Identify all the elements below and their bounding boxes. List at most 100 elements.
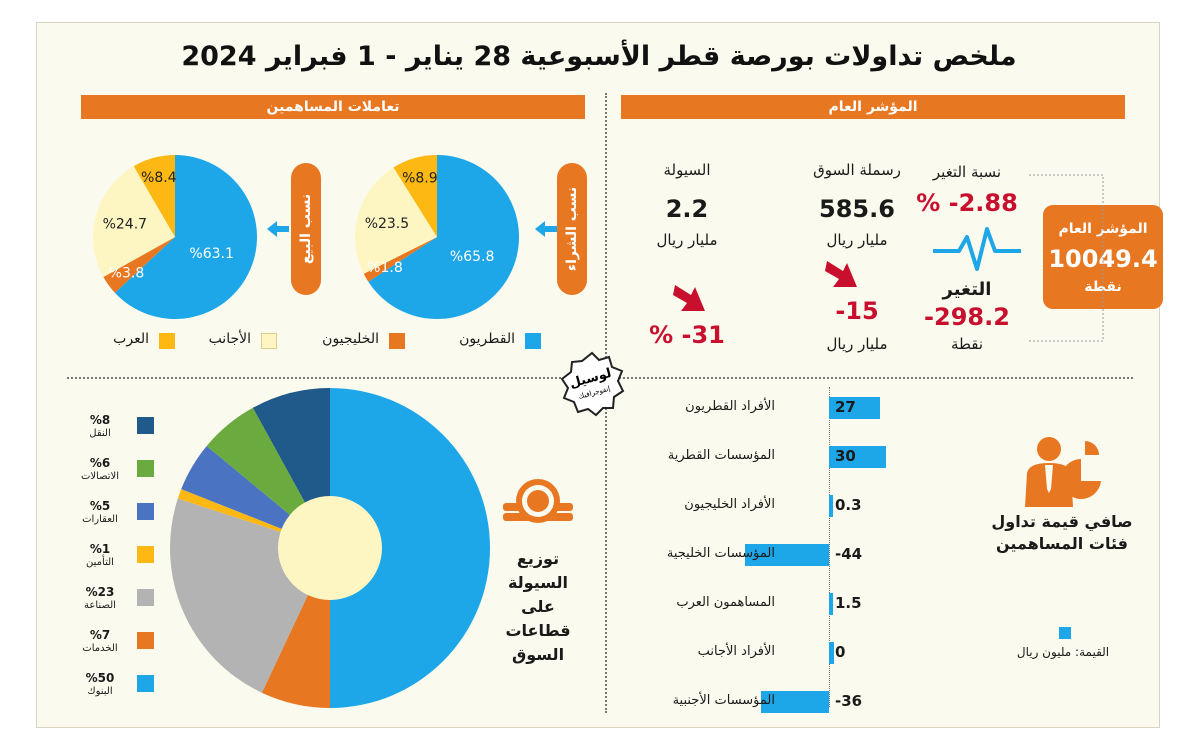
sector-legend-value-2: %23 — [85, 585, 115, 599]
sector-legend-value-6: %8 — [89, 413, 111, 427]
buy-value-label-3: %8.9 — [402, 170, 438, 186]
liquidity-value: 2.2 — [665, 195, 709, 223]
net-category-label-0: الأفراد القطريون — [685, 399, 775, 414]
net-category-label-1: المؤسسات القطرية — [667, 448, 775, 463]
sector-legend-swatch-2 — [137, 589, 154, 606]
net-bar-6 — [760, 691, 829, 713]
sell-value-label-2: %24.7 — [103, 216, 147, 232]
sector-donut-hole — [278, 496, 382, 600]
change-points-label: التغير — [942, 279, 992, 300]
net-value-label-2: 0.3 — [835, 496, 862, 514]
change-points-unit: نقطة — [950, 335, 984, 353]
change-pct-label: نسبة التغير — [932, 163, 1002, 181]
sector-donut-chart — [169, 388, 490, 708]
market-cap-unit: مليار ريال — [826, 231, 888, 249]
index-unit: نقطة — [1084, 279, 1122, 295]
sector-legend-label-2: الصناعة — [84, 600, 116, 611]
sell-slice-0 — [114, 155, 257, 319]
liquidity-unit: مليار ريال — [656, 231, 718, 249]
sell-slice-1 — [103, 237, 175, 293]
infographic-frame: ملخص تداولات بورصة قطر الأسبوعية 28 يناي… — [36, 22, 1163, 728]
legend-label-1: الخليجيون — [322, 331, 379, 347]
buy-arrow-icon — [535, 221, 557, 237]
net-category-label-2: الأفراد الخليجيون — [684, 497, 775, 512]
net-bar-0 — [829, 397, 881, 419]
general-index-header: المؤشر العام — [621, 95, 1125, 119]
net-bar-1 — [829, 446, 886, 468]
buy-slice-0 — [368, 155, 519, 319]
legend-swatch-2 — [261, 333, 277, 349]
buy-slice-2 — [355, 167, 437, 274]
sell-slice-2 — [93, 166, 175, 277]
sector-legend-label-4: العقارات — [82, 514, 118, 525]
legend-label-0: القطريون — [459, 331, 515, 347]
buy-slice-1 — [363, 237, 437, 282]
liquidity-label: السيولة — [663, 161, 711, 179]
net-category-label-5: الأفراد الأجانب — [697, 644, 775, 659]
sell-value-label-0: %63.1 — [189, 246, 233, 262]
sector-legend-value-1: %7 — [89, 628, 111, 642]
sell-value-label-1: %3.8 — [109, 265, 145, 281]
sell-arrow-icon — [267, 221, 289, 237]
net-unit-swatch — [1059, 627, 1071, 639]
page-title: ملخص تداولات بورصة قطر الأسبوعية 28 يناي… — [181, 41, 1017, 72]
sector-legend-swatch-4 — [137, 503, 154, 520]
sector-legend-value-4: %5 — [89, 499, 111, 513]
net-bar-2 — [829, 495, 833, 517]
businessman-chart-icon — [1025, 437, 1101, 507]
net-value-label-1: 30 — [835, 447, 856, 465]
sector-legend-swatch-0 — [137, 675, 154, 692]
market-cap-down-arrow-icon — [825, 261, 857, 287]
liquidity-change-value: 31- % — [649, 321, 725, 349]
change-points-value: 298.2- — [924, 303, 1010, 331]
buy-value-label-1: %1.8 — [367, 260, 403, 276]
pulse-icon — [933, 227, 1021, 271]
market-cap-change-unit: مليار ريال — [826, 335, 888, 353]
net-bar-5 — [829, 642, 834, 664]
sector-slice-0 — [330, 388, 490, 708]
net-value-label-0: 27 — [835, 398, 856, 416]
legend-label-2: الأجانب — [208, 331, 251, 347]
sector-legend-value-5: %6 — [89, 456, 111, 470]
buy-value-label-0: %65.8 — [450, 249, 494, 265]
sell-slice-3 — [133, 155, 175, 237]
index-bracket — [1029, 174, 1104, 342]
market-cap-change-value: 15- — [835, 297, 879, 325]
sell-label: نسب البيع — [298, 193, 314, 265]
sector-legend-label-1: الخدمات — [82, 643, 118, 654]
net-bar-4 — [829, 593, 833, 615]
net-value-label-6: -36 — [835, 692, 863, 710]
net-value-label-3: -44 — [835, 545, 863, 563]
sector-legend-label-6: النقل — [89, 428, 111, 439]
net-category-label-4: المساهمون العرب — [676, 595, 775, 610]
sell-label-pill: نسب البيع — [291, 163, 321, 295]
sector-legend-swatch-3 — [137, 546, 154, 563]
net-category-label-3: المؤسسات الخليجية — [666, 546, 775, 561]
legend-swatch-1 — [389, 333, 405, 349]
coins-icon — [503, 479, 573, 523]
legend-swatch-3 — [159, 333, 175, 349]
buy-value-label-2: %23.5 — [365, 216, 409, 232]
market-cap-value: 585.6 — [819, 195, 895, 223]
sector-legend-swatch-6 — [137, 417, 154, 434]
liquidity-down-arrow-icon — [673, 285, 705, 311]
net-category-label-6: المؤسسات الأجنبية — [672, 693, 775, 708]
lusail-logo: لوسيل إنفوجرافيك — [560, 351, 625, 417]
sell-pie-chart: %63.1 %3.8 %24.7 %8.4 — [93, 155, 257, 319]
market-cap-label: رسملة السوق — [813, 161, 901, 179]
buy-pie-chart: %65.8 %1.8 %23.5 %8.9 — [355, 155, 519, 319]
sector-legend-label-3: التأمين — [86, 557, 114, 568]
sector-legend-value-3: %1 — [89, 542, 111, 556]
sector-legend-swatch-1 — [137, 632, 154, 649]
sector-legend-label-5: الاتصالات — [80, 471, 120, 482]
net-value-label-5: 0 — [835, 643, 846, 661]
net-value-label-4: 1.5 — [835, 594, 862, 612]
sector-title: توزيع السيولة على قطاعات السوق — [505, 549, 571, 664]
buy-slice-3 — [393, 155, 437, 237]
net-bar-3 — [745, 544, 829, 566]
buy-label-pill: نسب الشراء — [557, 163, 587, 295]
sector-legend-label-0: البنوك — [87, 686, 113, 697]
net-axis — [829, 387, 830, 707]
sell-value-label-3: %8.4 — [141, 170, 177, 186]
sector-legend-value-0: %50 — [85, 671, 115, 685]
